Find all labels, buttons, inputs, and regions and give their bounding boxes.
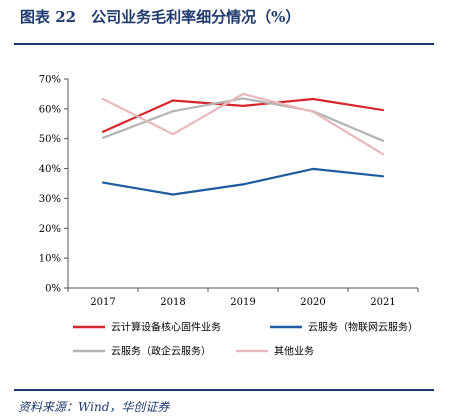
x-tick-label: 2018 <box>160 297 185 308</box>
y-tick-label: 20% <box>39 224 61 235</box>
x-tick-label: 2019 <box>230 297 255 308</box>
y-tick-label: 70% <box>39 75 61 86</box>
chart-series <box>101 92 385 196</box>
series-line <box>101 97 385 142</box>
y-tick-label: 60% <box>39 104 61 115</box>
title-divider <box>14 43 434 45</box>
figure-title: 图表 22 公司业务毛利率细分情况（%） <box>20 8 301 26</box>
legend-label: 云计算设备核心固件业务 <box>111 321 221 334</box>
y-tick-label: 0% <box>45 284 61 295</box>
chart-legend: 云计算设备核心固件业务 云服务（物联网云服务） 云服务（政企云服务） 其他业务 <box>73 321 418 358</box>
y-tick-label: 30% <box>39 194 61 205</box>
y-axis-ticks: 0% 10% 20% 30% 40% 50% 60% 70% <box>39 75 68 295</box>
legend-label: 其他业务 <box>274 345 314 358</box>
chart-axes <box>67 79 418 289</box>
legend-label: 云服务（政企云服务） <box>111 345 211 358</box>
y-tick-label: 10% <box>39 254 61 265</box>
x-tick-label: 2020 <box>300 297 325 308</box>
x-axis-ticks: 2017 2018 2019 2020 2021 <box>67 288 419 308</box>
series-line <box>101 167 385 196</box>
legend-label: 云服务（物联网云服务） <box>308 321 418 334</box>
series-line <box>101 97 385 133</box>
y-tick-label: 40% <box>39 164 61 175</box>
x-tick-label: 2017 <box>90 297 115 308</box>
series-line <box>101 92 385 156</box>
source-note: 资料来源：Wind，华创证券 <box>18 400 170 414</box>
y-tick-label: 50% <box>39 134 61 145</box>
source-divider <box>14 389 434 391</box>
x-tick-label: 2021 <box>370 297 395 308</box>
